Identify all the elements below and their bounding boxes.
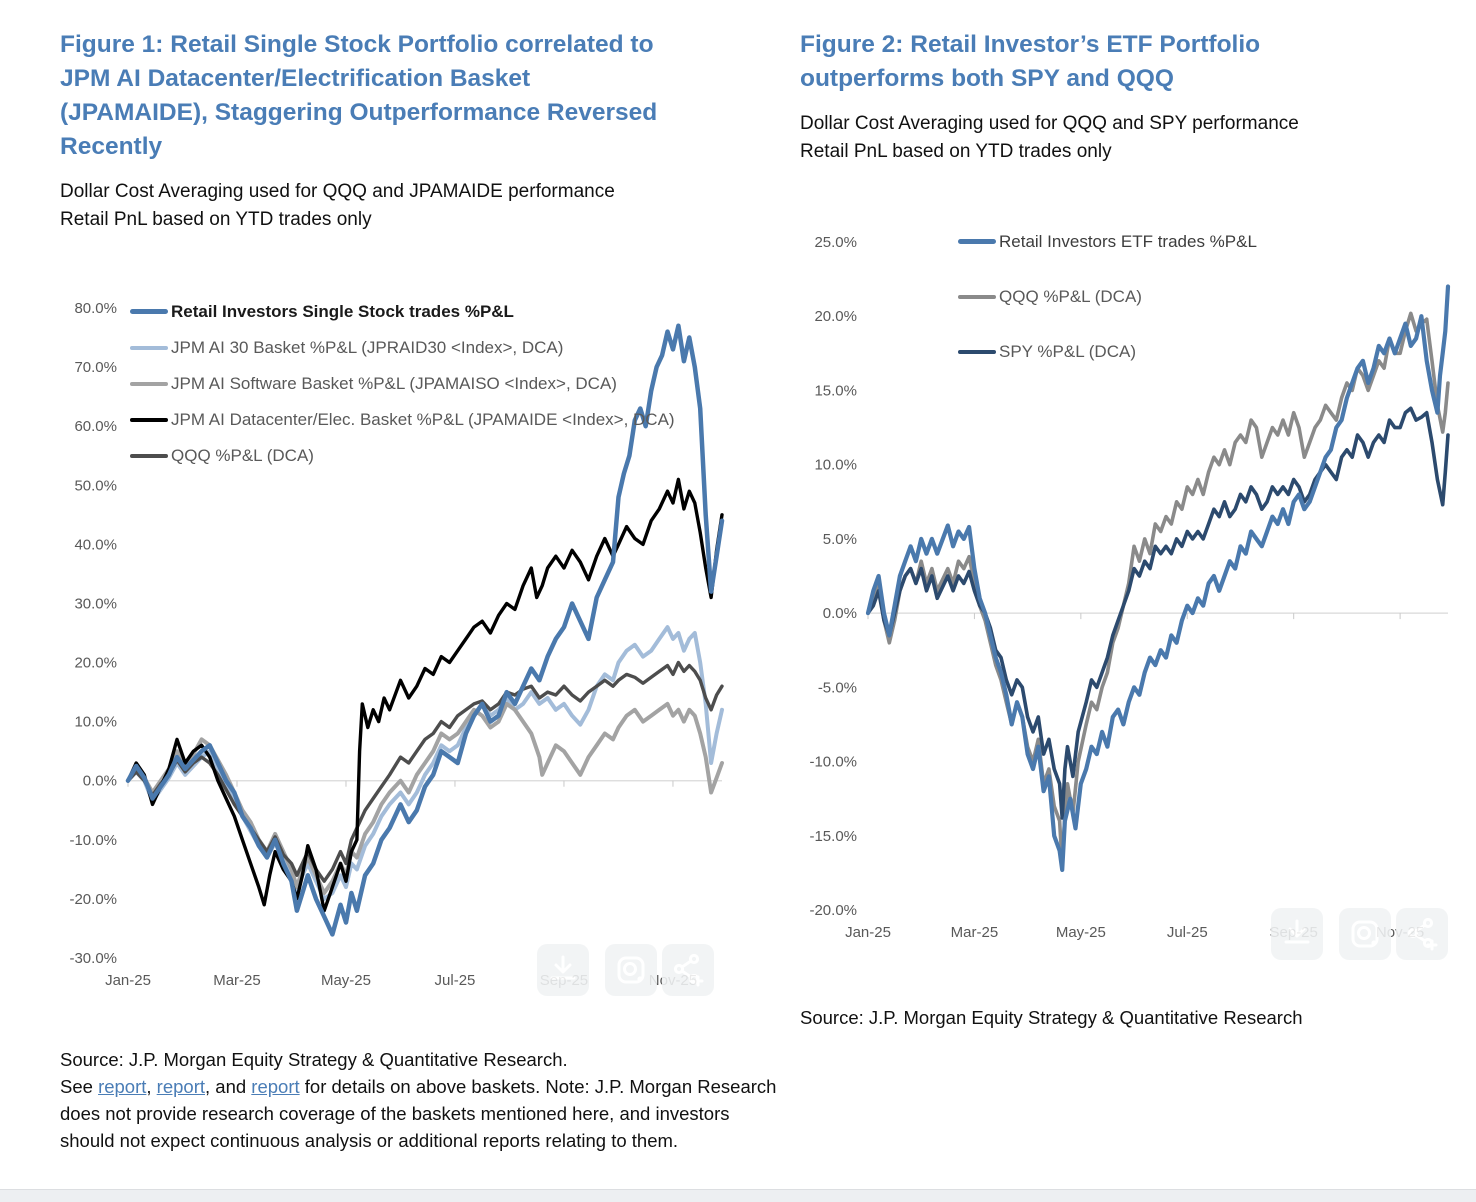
figure1-subtitle: Dollar Cost Averaging used for QQQ and J… <box>60 178 788 234</box>
share-button[interactable] <box>662 944 714 996</box>
figure1-source-sep1: , <box>146 1076 157 1097</box>
figure2-subtitle: Dollar Cost Averaging used for QQQ and S… <box>800 110 1476 166</box>
download-button[interactable] <box>537 944 589 996</box>
report-link-1[interactable]: report <box>98 1076 147 1097</box>
series-line-spy-right <box>866 406 1450 820</box>
figure1-chart: 80.0% 70.0% 60.0% 50.0% 40.0% 30.0% 20.0% 10.0%… <box>60 282 750 1004</box>
y-axis-label: 50.0% <box>74 477 117 494</box>
figure1-plot: 80.0% 70.0% 60.0% 50.0% 40.0% 30.0% 20.0% 10.0%… <box>69 300 725 989</box>
y-axis-label: 80.0% <box>74 300 117 317</box>
y-axis-label: 70.0% <box>74 359 117 376</box>
y-axis-label: -10.0% <box>69 832 117 849</box>
lens-button[interactable] <box>1339 908 1391 960</box>
figure2-overlay-buttons <box>1271 908 1448 960</box>
y-axis-label: 5.0% <box>823 531 857 548</box>
download-icon <box>1284 919 1310 944</box>
figure2-title-line2: outperforms both SPY and QQQ <box>800 65 1174 92</box>
series-line-jpm-ai-datacenter-basket <box>126 477 724 913</box>
y-axis-label: -20.0% <box>69 891 117 908</box>
figure2-source: Source: J.P. Morgan Equity Strategy & Qu… <box>800 1004 1460 1031</box>
y-axis-label: 60.0% <box>74 418 117 435</box>
x-axis-label: Jan-25 <box>105 972 151 989</box>
figure1-title-line3: (JPAMAIDE), Staggering Outperformance Re… <box>60 99 658 126</box>
figure2-plot: 25.0% 20.0% 15.0% 10.0% 5.0% 0.0% -5.0% -10.0% -… <box>809 234 1451 941</box>
y-axis-label: 10.0% <box>814 457 857 474</box>
lens-button[interactable] <box>605 944 657 996</box>
figure2-section: Figure 2: Retail Investor’s ETF Portfoli… <box>788 28 1476 1154</box>
x-axis-label: Mar-25 <box>951 924 999 941</box>
figure2-title-line1: Figure 2: Retail Investor’s ETF Portfoli… <box>800 31 1261 58</box>
y-axis-label: 30.0% <box>74 595 117 612</box>
share-icon <box>673 953 704 987</box>
x-axis-label: Jan-25 <box>845 924 891 941</box>
download-button[interactable] <box>1271 908 1323 960</box>
y-axis-label: 20.0% <box>814 308 857 325</box>
figure2-title: Figure 2: Retail Investor’s ETF Portfoli… <box>800 28 1476 96</box>
series-line-qqq-left <box>126 660 724 883</box>
figure1-title-line2: JPM AI Datacenter/Electrification Basket <box>60 65 531 92</box>
report-link-2[interactable]: report <box>156 1076 205 1097</box>
figure2-subtitle-line1: Dollar Cost Averaging used for QQQ and S… <box>800 113 1299 134</box>
x-axis-label: May-25 <box>321 972 371 989</box>
y-axis-label: -10.0% <box>809 754 857 771</box>
y-axis-label: 0.0% <box>823 605 857 622</box>
figure2-source-line1: Source: J.P. Morgan Equity Strategy & Qu… <box>800 1007 1303 1028</box>
bottom-bar <box>0 1189 1476 1202</box>
y-axis-label: -30.0% <box>69 950 117 967</box>
share-icon <box>1407 917 1438 951</box>
figure1-source-line1: Source: J.P. Morgan Equity Strategy & Qu… <box>60 1049 568 1070</box>
series-line-retail-etf <box>865 284 1451 873</box>
y-axis-label: -20.0% <box>809 902 857 919</box>
figure1-section: Figure 1: Retail Single Stock Portfolio … <box>60 28 788 1154</box>
y-axis-label: -15.0% <box>809 828 857 845</box>
lens-icon <box>1351 920 1379 948</box>
x-axis-label: May-25 <box>1056 924 1106 941</box>
figure1-source-see: See <box>60 1076 99 1097</box>
figure1-source: Source: J.P. Morgan Equity Strategy & Qu… <box>60 1046 786 1154</box>
report-link-3[interactable]: report <box>251 1076 300 1097</box>
y-axis-label: 20.0% <box>74 655 117 672</box>
figure1-source-rest: for details on above baskets. Note: J.P.… <box>60 1076 777 1151</box>
figure1-subtitle-line2: Retail PnL based on YTD trades only <box>60 209 372 230</box>
series-line-retail-single-stock <box>125 323 725 937</box>
figure1-overlay-buttons <box>537 944 714 996</box>
series-line-jpm-ai-software-basket <box>126 701 724 895</box>
x-axis-label: Jul-25 <box>1167 924 1208 941</box>
y-axis-label: 10.0% <box>74 714 117 731</box>
figure1-title: Figure 1: Retail Single Stock Portfolio … <box>60 28 788 164</box>
x-axis-label: Jul-25 <box>435 972 476 989</box>
figures-row: Figure 1: Retail Single Stock Portfolio … <box>60 28 1476 1154</box>
y-axis-label: 25.0% <box>814 234 857 251</box>
figure2-chart: 25.0% 20.0% 15.0% 10.0% 5.0% 0.0% -5.0% -10.0% -… <box>800 222 1476 960</box>
share-button[interactable] <box>1396 908 1448 960</box>
y-axis-label: -5.0% <box>818 679 857 696</box>
y-axis-label: 15.0% <box>814 382 857 399</box>
figure1-subtitle-line1: Dollar Cost Averaging used for QQQ and J… <box>60 181 615 202</box>
y-axis-label: 0.0% <box>83 773 117 790</box>
figure1-title-line4: Recently <box>60 133 163 160</box>
lens-icon <box>617 956 645 984</box>
figure1-source-sep2: , and <box>205 1076 252 1097</box>
x-axis-label: Mar-25 <box>213 972 261 989</box>
figure2-subtitle-line2: Retail PnL based on YTD trades only <box>800 141 1112 162</box>
y-axis-label: 40.0% <box>74 536 117 553</box>
figure1-title-line1: Figure 1: Retail Single Stock Portfolio … <box>60 31 654 58</box>
download-icon <box>550 955 576 980</box>
